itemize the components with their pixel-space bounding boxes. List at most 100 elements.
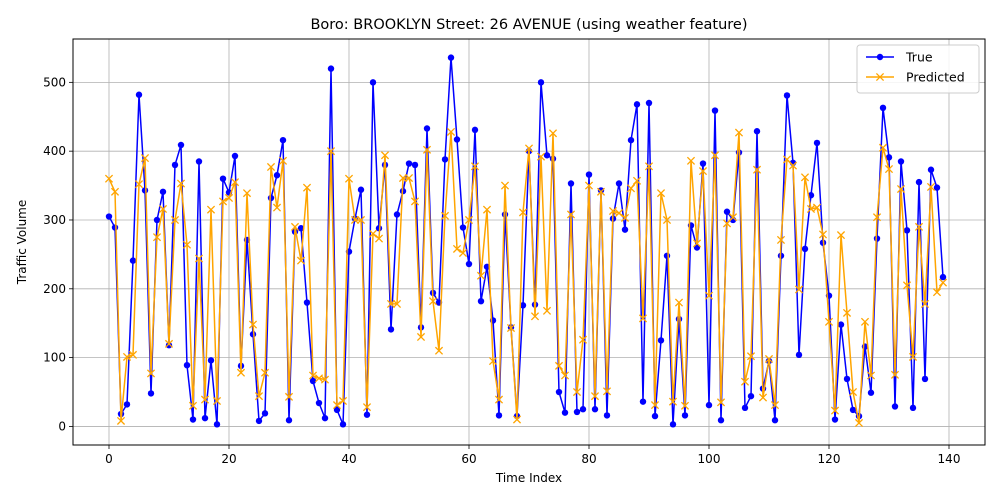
plot-frame [72, 38, 986, 446]
x-tick-label: 40 [341, 452, 356, 466]
x-tick-label: 80 [581, 452, 596, 466]
data-point-true [585, 171, 593, 178]
data-point-true [813, 139, 821, 147]
data-point-predicted [356, 215, 366, 225]
legend: True Predicted [856, 44, 980, 94]
data-point-true [921, 375, 929, 383]
legend-marker-true [876, 53, 884, 61]
data-point-true [303, 299, 311, 306]
data-point-true [879, 104, 887, 112]
data-point-predicted [614, 209, 624, 218]
data-point-predicted [686, 156, 696, 165]
data-point-true [915, 178, 923, 186]
data-point-true [627, 136, 635, 144]
data-point-predicted [878, 143, 888, 152]
data-point-predicted [716, 398, 726, 407]
data-point-predicted [224, 193, 234, 203]
data-point-predicted [734, 128, 744, 137]
data-point-true [663, 252, 671, 259]
data-point-true [933, 184, 941, 191]
data-point-predicted [848, 387, 858, 397]
data-point-predicted [500, 181, 510, 190]
data-point-true [927, 166, 935, 173]
data-point-true [573, 408, 581, 416]
data-point-true [327, 65, 335, 72]
data-point-true [675, 315, 683, 323]
data-point-true [903, 227, 911, 234]
data-point-true [771, 417, 779, 424]
data-point-true [561, 409, 569, 416]
y-tick-label: 0 [58, 419, 66, 433]
data-point-true [339, 421, 347, 428]
data-point-predicted [422, 145, 432, 154]
data-point-true [369, 79, 377, 86]
data-point-true [567, 180, 575, 187]
data-point-true [495, 412, 503, 419]
legend-entries: True Predicted [866, 50, 965, 85]
data-point-true [195, 158, 203, 165]
data-point-predicted [596, 187, 606, 196]
data-point-true [153, 216, 161, 224]
data-point-true [453, 136, 461, 143]
data-point-true [411, 161, 419, 169]
y-axis-title: Traffic Volume [15, 200, 29, 286]
data-point-true [201, 414, 209, 422]
data-point-predicted [404, 173, 414, 183]
data-point-true [591, 406, 599, 413]
data-point-predicted [632, 176, 642, 185]
data-point-true [645, 99, 653, 107]
data-point-true [111, 224, 119, 231]
data-point-predicted [218, 197, 228, 206]
data-point-predicted [134, 180, 144, 189]
data-point-predicted [530, 312, 540, 321]
x-tick-label: 120 [818, 452, 841, 466]
data-point-true [543, 152, 551, 159]
data-point-true [189, 416, 197, 423]
data-point-predicted [644, 162, 654, 171]
data-point-predicted [266, 162, 276, 172]
data-point-predicted [836, 231, 846, 240]
data-point-predicted [674, 298, 684, 307]
grid [73, 39, 985, 445]
data-point-predicted [602, 387, 612, 396]
data-point-true [213, 421, 221, 428]
data-point-true [123, 401, 131, 408]
data-point-true [891, 403, 899, 410]
data-point-predicted [476, 271, 486, 280]
data-point-predicted [752, 165, 762, 174]
data-point-true [309, 377, 317, 385]
data-point-true [711, 107, 719, 114]
data-point-predicted [470, 162, 480, 171]
data-point-predicted [314, 374, 324, 383]
data-point-predicted [278, 156, 288, 165]
data-point-predicted [590, 392, 600, 401]
data-point-true [669, 421, 677, 428]
data-point-predicted [512, 415, 522, 424]
data-point-true [129, 257, 137, 264]
data-point-predicted [308, 371, 318, 380]
data-point-true [333, 406, 341, 414]
data-point-predicted [536, 152, 546, 161]
data-point-predicted [680, 401, 690, 410]
data-point-predicted [776, 235, 786, 244]
x-tick-label: 60 [461, 452, 476, 466]
data-point-predicted [548, 129, 558, 138]
data-point-predicted [932, 288, 942, 297]
data-point-predicted [656, 189, 666, 198]
data-point-true [783, 92, 791, 99]
data-point-predicted [542, 306, 552, 315]
data-point-true [603, 412, 611, 419]
data-point-predicted [710, 151, 720, 160]
data-point-predicted [146, 369, 156, 378]
data-point-true [681, 412, 689, 419]
data-point-true [939, 273, 947, 281]
data-point-predicted [758, 393, 768, 402]
data-point-true [141, 187, 149, 194]
data-point-true [423, 125, 431, 132]
data-point-predicted [176, 179, 186, 188]
data-point-true [105, 213, 113, 220]
data-point-predicted [206, 205, 216, 214]
data-point-true [315, 399, 323, 407]
data-point-predicted [692, 239, 702, 248]
